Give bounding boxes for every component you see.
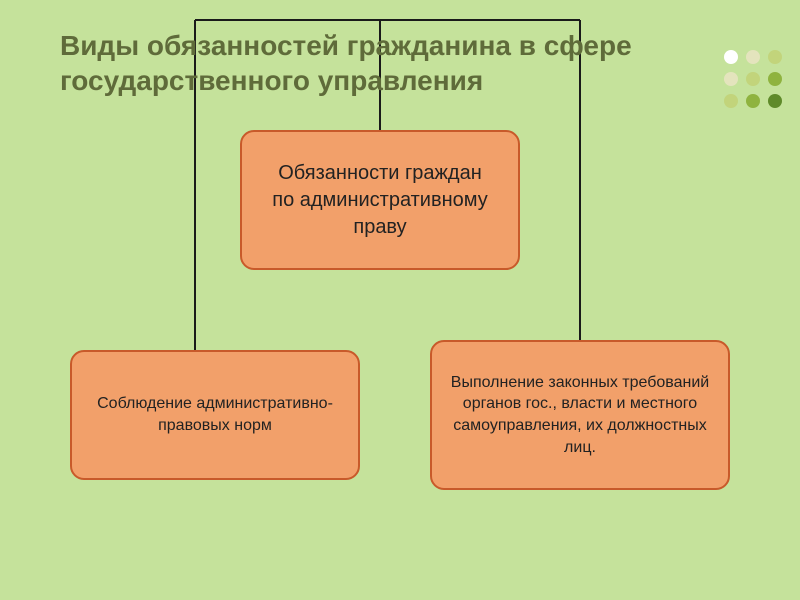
box-top-label: Обязанности гражданпо административному … — [260, 160, 500, 241]
dot-icon — [724, 50, 738, 64]
decorative-dots — [720, 46, 786, 112]
box-right-label: Выполнение законных требований органов г… — [450, 372, 710, 458]
dot-icon — [746, 72, 760, 86]
dot-icon — [724, 72, 738, 86]
dot-icon — [746, 94, 760, 108]
dot-icon — [768, 72, 782, 86]
page-title: Виды обязанностей гражданина в сфере гос… — [60, 28, 700, 98]
dot-icon — [768, 50, 782, 64]
box-left-compliance: Соблюдение административно-правовых норм — [70, 350, 360, 480]
box-right-requirements: Выполнение законных требований органов г… — [430, 340, 730, 490]
slide: Виды обязанностей гражданина в сфере гос… — [0, 0, 800, 600]
dot-icon — [724, 94, 738, 108]
box-top-duties: Обязанности гражданпо административному … — [240, 130, 520, 270]
box-left-label: Соблюдение административно-правовых норм — [90, 393, 340, 436]
dot-icon — [746, 50, 760, 64]
dot-icon — [768, 94, 782, 108]
